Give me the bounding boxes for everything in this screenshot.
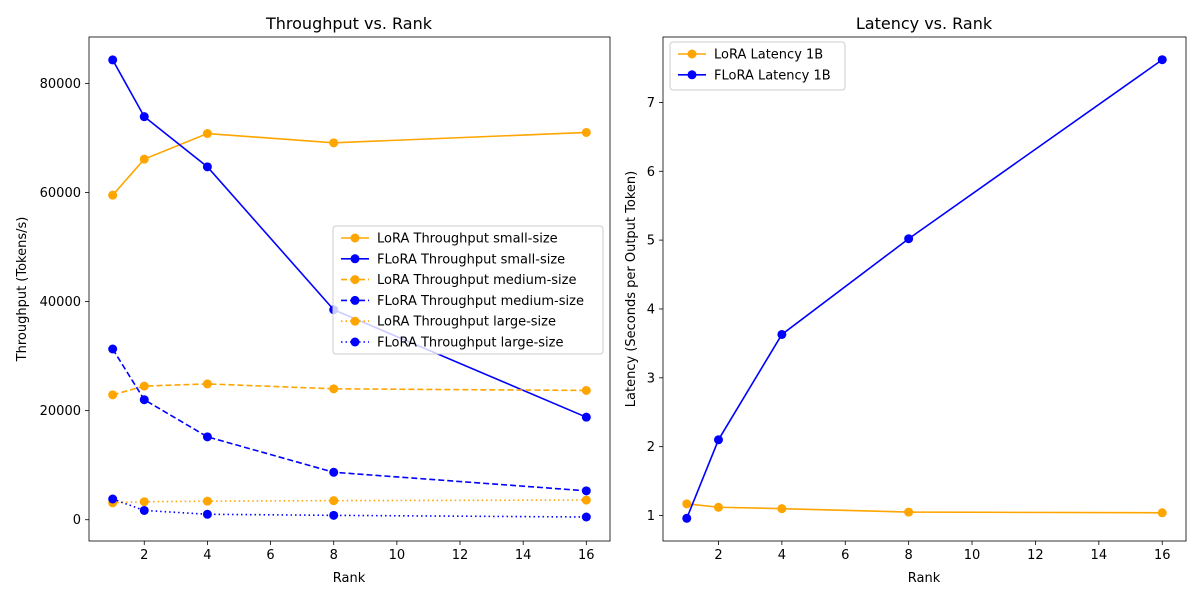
x-tick-label: 2 <box>140 548 148 563</box>
x-tick-label: 12 <box>1027 548 1044 563</box>
y-tick-label: 3 <box>647 371 655 386</box>
x-tick-label: 12 <box>452 548 469 563</box>
data-point <box>581 385 591 395</box>
data-point <box>108 494 118 504</box>
data-point <box>139 154 149 164</box>
data-point <box>139 505 149 515</box>
data-point <box>329 138 339 148</box>
y-axis-title: Throughput (Tokens/s) <box>15 217 30 363</box>
data-point <box>139 497 149 507</box>
data-point <box>329 496 339 506</box>
x-tick-label: 14 <box>1091 548 1108 563</box>
legend-marker <box>350 295 360 305</box>
x-tick-label: 6 <box>841 548 849 563</box>
throughput-chart: Throughput vs. Rank Rank Throughput (Tok… <box>15 14 611 586</box>
data-point <box>713 502 723 512</box>
data-point <box>1157 55 1167 65</box>
data-point <box>1157 508 1167 518</box>
series-line <box>112 498 587 518</box>
data-point <box>108 344 118 354</box>
y-tick-label: 7 <box>647 96 655 111</box>
legend-marker <box>350 233 360 243</box>
legend-label: LoRA Throughput large-size <box>377 315 556 330</box>
x-axis-title: Rank <box>908 571 941 586</box>
legend-label: FLoRA Throughput small-size <box>377 252 565 267</box>
x-tick-label: 4 <box>778 548 786 563</box>
y-tick-label: 80000 <box>40 77 81 92</box>
y-tick-label: 60000 <box>40 186 81 201</box>
data-point <box>581 512 591 522</box>
data-point <box>329 510 339 520</box>
data-point <box>139 381 149 391</box>
x-tick-label: 10 <box>964 548 981 563</box>
legend: LoRA Latency 1B FLoRA Latency 1B <box>669 41 846 91</box>
x-axis-title: Rank <box>333 571 366 586</box>
data-point <box>682 499 692 509</box>
chart-title: Latency vs. Rank <box>856 14 993 33</box>
data-point <box>777 504 787 514</box>
chart-title: Throughput vs. Rank <box>265 14 433 33</box>
data-point <box>108 390 118 400</box>
data-point <box>202 379 212 389</box>
data-point <box>202 162 212 172</box>
x-tick-label: 4 <box>203 548 211 563</box>
x-tick-label: 14 <box>515 548 532 563</box>
data-point <box>202 509 212 519</box>
x-tick-label: 16 <box>578 548 595 563</box>
data-point <box>108 190 118 200</box>
y-tick-label: 5 <box>647 234 655 249</box>
y-axis-title: Latency (Seconds per Output Token) <box>624 171 639 407</box>
data-point <box>682 513 692 523</box>
data-point <box>139 395 149 405</box>
legend-marker <box>350 254 360 264</box>
y-tick-label: 2 <box>647 440 655 455</box>
plot-frame <box>662 36 1187 542</box>
data-point <box>904 234 914 244</box>
legend-marker <box>687 49 697 59</box>
legend-label: LoRA Throughput medium-size <box>377 273 576 288</box>
data-point <box>139 112 149 122</box>
series-line <box>112 348 587 492</box>
legend-label: FLoRA Throughput medium-size <box>377 294 584 309</box>
data-point <box>108 55 118 65</box>
legend-marker <box>687 70 697 80</box>
data-point <box>202 129 212 139</box>
data-point <box>329 384 339 394</box>
legend-box <box>332 225 604 355</box>
y-tick-label: 40000 <box>40 295 81 310</box>
x-tick-label: 8 <box>905 548 913 563</box>
legend-label: LoRA Throughput small-size <box>377 232 558 247</box>
legend-marker <box>350 275 360 285</box>
data-point <box>202 432 212 442</box>
data-point <box>329 467 339 477</box>
x-tick-label: 8 <box>330 548 338 563</box>
data-point <box>713 435 723 445</box>
latency-chart: Latency vs. Rank Rank Latency (Seconds p… <box>624 14 1187 586</box>
plot-frame <box>88 36 611 542</box>
data-point <box>581 412 591 422</box>
legend-marker <box>350 337 360 347</box>
y-tick-label: 4 <box>647 302 655 317</box>
x-tick-label: 16 <box>1154 548 1171 563</box>
legend-label: FLoRA Latency 1B <box>714 68 831 83</box>
data-point <box>581 495 591 505</box>
data-point <box>202 496 212 506</box>
data-point <box>904 507 914 517</box>
data-point <box>581 486 591 496</box>
y-tick-label: 1 <box>647 509 655 524</box>
x-tick-label: 10 <box>389 548 406 563</box>
x-tick-label: 2 <box>714 548 722 563</box>
y-tick-label: 20000 <box>40 404 81 419</box>
y-tick-label: 6 <box>647 165 655 180</box>
legend: LoRA Throughput small-size FLoRA Throughp… <box>332 225 604 355</box>
legend-label: FLoRA Throughput large-size <box>377 336 563 351</box>
y-tick-label: 0 <box>73 513 81 528</box>
legend-marker <box>350 316 360 326</box>
x-tick-label: 6 <box>266 548 274 563</box>
legend-box <box>669 41 846 91</box>
data-point <box>581 127 591 137</box>
data-point <box>777 329 787 339</box>
legend-label: LoRA Latency 1B <box>714 48 823 63</box>
